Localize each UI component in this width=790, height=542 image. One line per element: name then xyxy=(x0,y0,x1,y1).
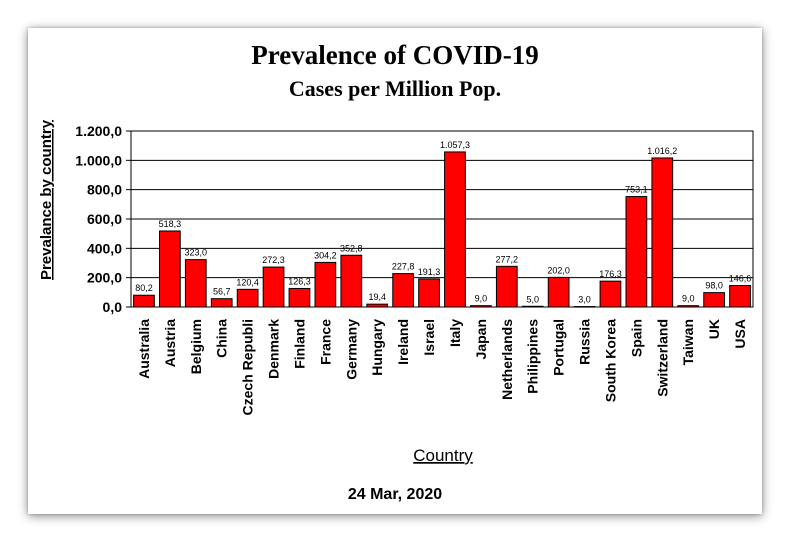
bar xyxy=(418,278,440,308)
value-label: 202,0 xyxy=(547,265,570,275)
value-label: 518,3 xyxy=(159,219,182,229)
x-tick-label: Czech Republi xyxy=(240,319,256,415)
x-tick-label: UK xyxy=(706,319,722,339)
bar-chart: 0,0 200,0 400,0 600,0 800,0 1.000,0 1.200,0 Au… xyxy=(38,119,754,465)
x-tick-label: Australia xyxy=(136,319,152,379)
x-tick-label: Austria xyxy=(162,319,178,367)
x-tick-label: South Korea xyxy=(602,319,618,402)
x-tick-labels: Australia Austria Belgium China Czech Republ… xyxy=(136,319,748,416)
bar xyxy=(340,254,363,308)
value-label: 176,3 xyxy=(599,269,622,279)
bar xyxy=(314,261,337,308)
x-tick-label: Denmark xyxy=(266,319,282,379)
value-label: 323,0 xyxy=(185,248,208,258)
x-tick-label: Hungary xyxy=(369,319,385,376)
y-axis-label: Prevalance by country xyxy=(38,119,55,280)
x-tick-label: Italy xyxy=(447,319,463,347)
plot-border xyxy=(130,130,754,308)
value-label: 98,0 xyxy=(705,281,723,291)
value-label: 56,7 xyxy=(213,287,231,297)
bar xyxy=(133,294,155,308)
bar xyxy=(547,276,570,308)
value-label: 3,0 xyxy=(578,295,591,305)
x-tick-label: Japan xyxy=(473,319,489,359)
value-label: 19,4 xyxy=(368,292,386,302)
y-tick-label: 400,0 xyxy=(87,240,122,256)
x-tick-label: Switzerland xyxy=(654,319,670,397)
x-tick-label: Spain xyxy=(628,319,644,357)
value-label: 304,2 xyxy=(314,250,337,260)
bar xyxy=(288,287,311,308)
bar xyxy=(210,298,233,308)
x-tick-label: Russia xyxy=(577,319,593,365)
value-label: 1.057,3 xyxy=(440,140,470,150)
value-label: 277,2 xyxy=(496,254,519,264)
bar xyxy=(159,230,181,308)
bar xyxy=(625,196,648,308)
bar xyxy=(599,280,622,308)
chart-frame: Prevalence of COVID-19 Cases per Million… xyxy=(28,28,762,514)
x-tick-label: Ireland xyxy=(395,319,411,365)
bar xyxy=(392,273,414,308)
value-label: 126,3 xyxy=(288,276,311,286)
value-label: 753,1 xyxy=(625,185,648,195)
y-tick-label: 800,0 xyxy=(87,182,122,198)
y-tick-label: 200,0 xyxy=(87,270,122,286)
bar xyxy=(236,288,259,308)
x-axis-label: Country xyxy=(413,446,473,465)
y-tick-label: 0,0 xyxy=(103,299,123,315)
x-tick-label: Portugal xyxy=(551,319,567,376)
value-labels: 80,2 518,3 323,0 56,7 120,4 272,3 126,3 304,235… xyxy=(135,140,751,305)
chart-date: 24 Mar, 2020 xyxy=(347,486,443,503)
value-label: 9,0 xyxy=(682,294,695,304)
bar xyxy=(729,284,751,308)
value-label: 227,8 xyxy=(392,262,415,272)
value-label: 80,2 xyxy=(135,283,153,293)
chart-title: Prevalence of COVID-19 xyxy=(251,40,539,70)
value-label: 146,6 xyxy=(729,273,752,283)
x-tick-label: Finland xyxy=(291,319,307,369)
x-tick-label: France xyxy=(317,319,333,365)
x-tick-label: Philippines xyxy=(525,319,541,394)
value-label: 120,4 xyxy=(236,277,259,287)
bar xyxy=(703,292,725,308)
x-tick-label: Taiwan xyxy=(680,319,696,365)
y-tick-label: 1.000,0 xyxy=(75,152,122,168)
value-label: 5,0 xyxy=(526,294,539,304)
value-label: 272,3 xyxy=(262,255,285,265)
x-tick-label: Germany xyxy=(343,319,359,380)
axes xyxy=(130,130,754,308)
y-tick-labels: 0,0 200,0 400,0 600,0 800,0 1.000,0 1.200,0 xyxy=(75,123,122,315)
bar xyxy=(495,265,518,308)
value-label: 9,0 xyxy=(475,294,488,304)
x-tick-label: Netherlands xyxy=(499,319,515,400)
chart-subtitle: Cases per Million Pop. xyxy=(288,76,502,101)
bar xyxy=(444,151,466,308)
x-tick-label: Israel xyxy=(421,319,437,356)
bars xyxy=(133,151,751,308)
y-tick-label: 1.200,0 xyxy=(75,123,122,139)
bar xyxy=(651,157,674,308)
y-tick-label: 600,0 xyxy=(87,211,122,227)
value-label: 191,3 xyxy=(418,267,441,277)
value-label: 352,8 xyxy=(340,243,363,253)
bar xyxy=(262,266,285,308)
x-tick-label: Belgium xyxy=(188,319,204,374)
x-tick-label: USA xyxy=(732,319,748,349)
bar xyxy=(184,259,207,308)
value-label: 1.016,2 xyxy=(647,146,677,156)
x-tick-label: China xyxy=(214,319,230,358)
